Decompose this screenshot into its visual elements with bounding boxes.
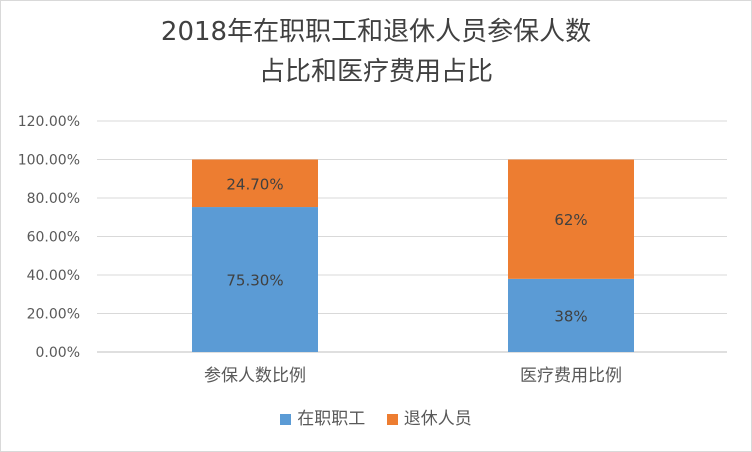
chart-title: 2018年在职职工和退休人员参保人数 占比和医疗费用占比 — [0, 12, 752, 92]
bar-segment — [508, 278, 634, 352]
x-category-label: 参保人数比例 — [204, 366, 306, 386]
y-tick-label: 80.00% — [27, 191, 80, 207]
legend-swatch-active-workers — [280, 413, 292, 425]
legend-label-active-workers: 在职职工 — [297, 409, 366, 429]
x-category-label: 医疗费用比例 — [520, 366, 622, 386]
legend-swatch-retirees — [386, 413, 398, 425]
chart-title-line-1: 2018年在职职工和退休人员参保人数 — [160, 17, 592, 47]
y-tick-label: 60.00% — [27, 230, 80, 246]
bar-segment — [192, 159, 318, 208]
data-label: 75.30% — [226, 272, 283, 290]
y-tick-label: 120.00% — [18, 114, 80, 130]
y-tick-label: 0.00% — [36, 345, 80, 361]
data-label: 24.70% — [226, 175, 283, 193]
legend-label-retirees: 退休人员 — [403, 409, 472, 429]
legend-item-active-workers: 在职职工 — [280, 407, 365, 431]
bar-segment — [508, 159, 634, 279]
chart-title-line-2: 占比和医疗费用占比 — [258, 57, 493, 87]
data-label: 38% — [554, 307, 587, 325]
data-label: 62% — [554, 211, 587, 229]
y-tick-label: 100.00% — [18, 153, 80, 169]
y-tick-label: 20.00% — [27, 307, 80, 323]
bar-segment — [192, 207, 318, 352]
y-tick-label: 40.00% — [27, 268, 80, 284]
legend: 在职职工 退休人员 — [0, 407, 752, 432]
legend-item-retirees: 退休人员 — [386, 407, 472, 431]
